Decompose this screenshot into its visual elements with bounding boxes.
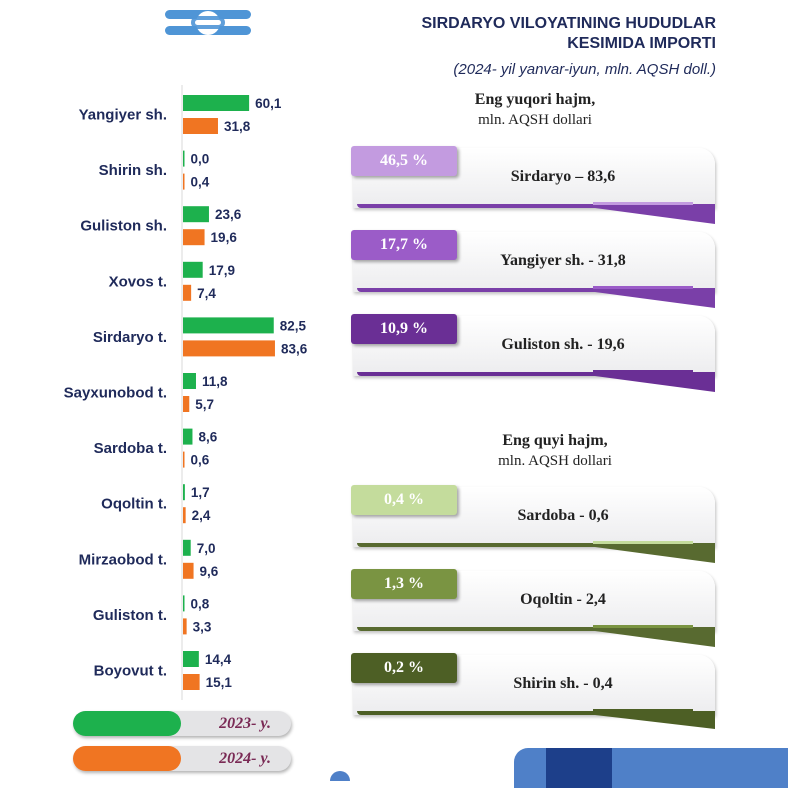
top-card-1-name: Sirdaryo – 83,6: [510, 168, 616, 185]
bar-2023: [183, 651, 199, 667]
bar-2024: [183, 284, 192, 301]
legend-label-2023: 2023- y.: [219, 715, 271, 732]
value-label-2024: 83,6: [281, 341, 308, 356]
bar-2024: [183, 118, 218, 134]
value-label-2023: 8,6: [198, 430, 217, 445]
category-label: Guliston t.: [93, 607, 167, 624]
bar-2024: [183, 229, 205, 246]
bottom-card-3: 0,2 % Shirin sh. - 0,4: [351, 653, 715, 729]
bar-2023: [183, 261, 203, 278]
bar-2024: [183, 451, 185, 468]
bar-2023: [183, 484, 185, 501]
legend-swatch-2024: [73, 746, 181, 771]
bar-2023: [183, 539, 191, 556]
value-label-2023: 1,7: [191, 485, 210, 500]
legend-item-2024: 2024- y.: [73, 746, 291, 771]
top-card-1: 46,5 % Sirdaryo – 83,6: [351, 146, 715, 224]
bar-2023: [183, 206, 209, 223]
decorative-footer-block: [546, 748, 612, 788]
value-label-2024: 15,1: [206, 675, 233, 690]
legend-item-2023: 2023- y.: [73, 711, 291, 736]
top-card-3: 10,9 % Guliston sh. - 19,6: [351, 314, 715, 392]
category-label: Boyovut t.: [94, 663, 167, 680]
top-card-3-name: Guliston sh. - 19,6: [501, 336, 625, 353]
bar-2024: [183, 562, 194, 579]
category-label: Sardoba t.: [94, 440, 167, 457]
category-label: Yangiyer sh.: [79, 107, 167, 124]
value-label-2023: 60,1: [255, 96, 282, 111]
category-label: Sirdaryo t.: [93, 329, 167, 346]
title-line-1: SIRDARYO VILOYATINING HUDUDLAR: [421, 15, 716, 32]
value-label-2024: 19,6: [211, 230, 238, 245]
value-label-2024: 31,8: [224, 119, 251, 134]
logo: [163, 6, 253, 40]
value-label-2024: 5,7: [195, 397, 214, 412]
value-label-2024: 0,6: [191, 453, 210, 468]
bar-2023: [183, 95, 250, 111]
value-label-2023: 82,5: [280, 318, 307, 333]
title-line-2: KESIMIDA IMPORTI: [567, 35, 716, 52]
bottom-card-1: 0,4 % Sardoba - 0,6: [351, 485, 715, 563]
top-card-1-percent: 46,5 %: [351, 146, 457, 176]
value-label-2024: 0,4: [191, 175, 210, 190]
top-heading-text: Eng yuqori hajm,: [474, 91, 596, 108]
bottom-card-3-percent: 0,2 %: [351, 653, 457, 683]
bottom-card-2: 1,3 % Oqoltin - 2,4: [351, 569, 715, 647]
decorative-shape: [330, 771, 350, 781]
import-bar-chart: Yangiyer sh. 60,1 31,8 Shirin sh. 0,0 0,4 Guli…: [64, 85, 308, 700]
top-card-3-percent: 10,9 %: [351, 314, 457, 344]
bar-2024: [183, 618, 187, 635]
bottom-card-3-name: Shirin sh. - 0,4: [513, 675, 613, 692]
bottom-card-1-name: Sardoba - 0,6: [517, 507, 609, 524]
top-section-heading: Eng yuqori hajm, mln. AQSH dollari: [430, 91, 640, 129]
bar-2024: [183, 674, 200, 690]
page-subtitle: (2024- yil yanvar-iyun, mln. AQSH doll.): [453, 61, 716, 78]
value-label-2023: 7,0: [197, 541, 216, 556]
value-label-2024: 2,4: [192, 508, 211, 523]
category-label: Guliston sh.: [80, 218, 167, 235]
bar-2023: [183, 595, 185, 612]
bar-2023: [183, 428, 193, 445]
bar-2024: [183, 507, 186, 524]
bottom-card-1-percent: 0,4 %: [351, 485, 457, 515]
value-label-2023: 0,8: [191, 596, 210, 611]
bottom-heading-text: Eng quyi hajm,: [502, 432, 608, 449]
top-card-2: 17,7 % Yangiyer sh. - 31,8: [351, 230, 715, 308]
category-label: Oqoltin t.: [101, 496, 167, 513]
value-label-2023: 14,4: [205, 652, 232, 667]
value-label-2023: 17,9: [209, 263, 235, 278]
bottom-section-heading: Eng quyi hajm, mln. AQSH dollari: [450, 432, 660, 470]
category-label: Mirzaobod t.: [79, 551, 167, 568]
bar-2023: [183, 373, 196, 389]
bottom-card-2-name: Oqoltin - 2,4: [520, 591, 606, 608]
bar-2023: [183, 317, 274, 334]
bottom-card-2-percent: 1,3 %: [351, 569, 457, 599]
bar-2024: [183, 173, 185, 190]
bar-2023: [183, 150, 185, 167]
category-label: Sayxunobod t.: [64, 385, 167, 402]
page-title: SIRDARYO VILOYATINING HUDUDLAR KESIMIDA …: [421, 14, 716, 54]
category-label: Shirin sh.: [99, 162, 167, 179]
bar-2024: [183, 340, 275, 357]
value-label-2024: 3,3: [193, 619, 212, 634]
top-heading-unit: mln. AQSH dollari: [478, 112, 592, 128]
top-card-2-name: Yangiyer sh. - 31,8: [500, 252, 626, 269]
legend-label-2024: 2024- y.: [219, 750, 271, 767]
top-card-2-percent: 17,7 %: [351, 230, 457, 260]
bar-2024: [183, 396, 190, 412]
category-label: Xovos t.: [109, 273, 167, 290]
value-label-2024: 9,6: [200, 564, 219, 579]
bottom-heading-unit: mln. AQSH dollari: [498, 453, 612, 469]
legend-swatch-2023: [73, 711, 181, 736]
value-label-2023: 11,8: [202, 374, 228, 389]
value-label-2023: 23,6: [215, 207, 242, 222]
value-label-2023: 0,0: [191, 152, 210, 167]
value-label-2024: 7,4: [197, 286, 216, 301]
